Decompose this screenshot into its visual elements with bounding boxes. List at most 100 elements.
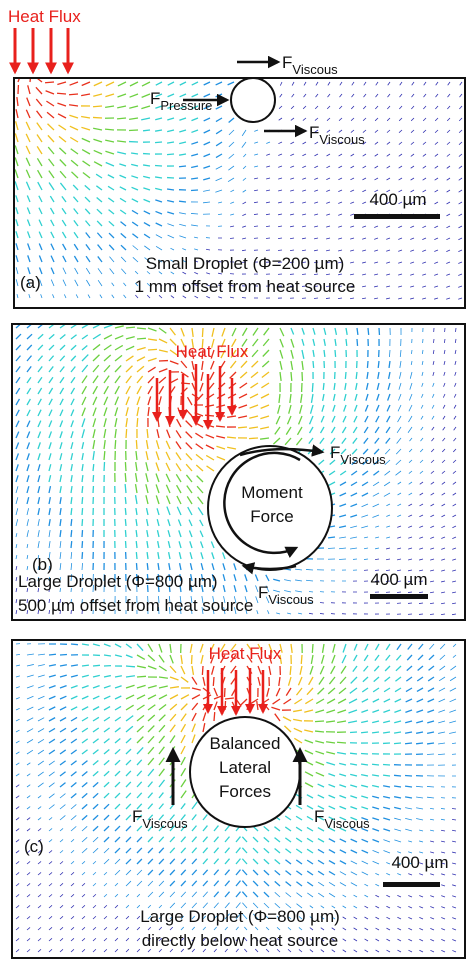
flow-vector — [141, 118, 150, 120]
flow-vector — [71, 861, 74, 864]
flow-vector — [412, 94, 414, 97]
flow-vector — [186, 453, 192, 460]
flow-vector — [216, 426, 225, 427]
flow-vector — [277, 927, 280, 930]
flow-vector — [49, 442, 51, 449]
flow-vector — [60, 475, 61, 482]
droplet — [231, 78, 275, 122]
flow-vector — [168, 530, 170, 537]
flow-vector — [214, 927, 217, 930]
flow-vector — [86, 244, 90, 250]
flow-vector — [203, 848, 208, 853]
flow-vector — [307, 860, 313, 864]
flow-vector — [104, 927, 107, 930]
flow-vector — [252, 350, 258, 357]
flow-vector — [82, 138, 90, 142]
flow-vector — [60, 938, 63, 941]
flow-vector — [408, 906, 412, 908]
flow-vector — [191, 130, 198, 132]
flow-vector — [453, 449, 456, 452]
flow-vector — [49, 486, 50, 493]
flow-vector — [104, 782, 109, 787]
flow-vector — [192, 735, 195, 743]
flow-vector — [38, 718, 44, 721]
flow-vector — [137, 655, 145, 659]
flow-vector — [307, 795, 313, 798]
flow-vector — [93, 686, 100, 688]
flow-vector — [296, 816, 302, 820]
flow-vector — [148, 859, 153, 864]
flow-vector — [316, 762, 324, 765]
flow-vector — [266, 927, 269, 930]
flow-vector — [60, 530, 61, 537]
flow-vector — [104, 938, 107, 941]
flow-vector — [27, 818, 30, 820]
flow-vector — [278, 202, 282, 203]
flow-vector — [82, 717, 88, 721]
flow-vector — [181, 328, 184, 336]
flow-vector — [354, 644, 357, 650]
flow-vector — [387, 142, 390, 144]
flow-vector — [192, 695, 200, 699]
flow-vector — [240, 383, 247, 388]
flow-vector — [148, 367, 156, 372]
flow-vector — [384, 482, 390, 486]
flow-vector — [294, 728, 302, 732]
flow-vector — [354, 895, 357, 897]
flow-vector — [159, 695, 167, 699]
flow-vector — [386, 548, 390, 549]
flow-vector — [49, 783, 55, 787]
flow-vector — [16, 719, 20, 721]
flow-vector — [361, 515, 368, 517]
flow-vector — [394, 829, 401, 831]
flow-vector — [120, 187, 126, 190]
flow-vector — [350, 785, 357, 787]
flow-vector — [275, 838, 280, 842]
flow-vector — [397, 874, 401, 875]
flow-vector — [296, 438, 302, 445]
flow-vector — [306, 569, 313, 570]
flow-vector — [183, 296, 186, 298]
flow-vector — [284, 726, 291, 732]
flow-vector — [383, 796, 390, 798]
flow-vector — [16, 676, 20, 677]
flow-vector — [452, 526, 456, 528]
flow-vector — [405, 797, 412, 798]
flow-vector — [73, 185, 78, 190]
flow-vector — [16, 654, 20, 655]
flow-vector — [433, 361, 434, 365]
flow-vector — [318, 871, 324, 875]
flow-vector — [60, 464, 62, 471]
flow-vector — [452, 929, 456, 930]
flow-vector — [108, 186, 114, 190]
flow-vector — [196, 454, 203, 460]
flow-vector — [441, 614, 445, 615]
flow-vector — [339, 774, 346, 776]
flow-vector — [452, 592, 456, 593]
flow-vector — [218, 273, 222, 274]
flow-vector — [49, 916, 52, 919]
flow-vector — [309, 613, 313, 614]
flow-vector — [71, 335, 77, 339]
flow-vector — [376, 416, 379, 422]
flow-vector — [410, 226, 414, 228]
flow-vector — [93, 905, 96, 908]
flow-vector — [423, 106, 426, 109]
flow-vector — [71, 804, 76, 809]
flow-vector — [427, 743, 434, 744]
flow-vector — [203, 166, 210, 168]
flow-vector — [157, 530, 159, 537]
flow-vector — [315, 741, 324, 743]
flow-vector — [203, 202, 210, 203]
flow-vector — [304, 730, 313, 732]
flow-vector — [136, 530, 137, 537]
flow-vector — [181, 927, 184, 930]
flow-vector — [443, 394, 445, 398]
flow-vector — [203, 190, 210, 191]
flow-vector — [350, 226, 354, 227]
flow-vector — [452, 874, 456, 875]
flow-vector — [262, 372, 269, 377]
flow-vector — [329, 795, 335, 798]
flow-vector — [82, 442, 84, 449]
flow-vector — [170, 644, 171, 653]
